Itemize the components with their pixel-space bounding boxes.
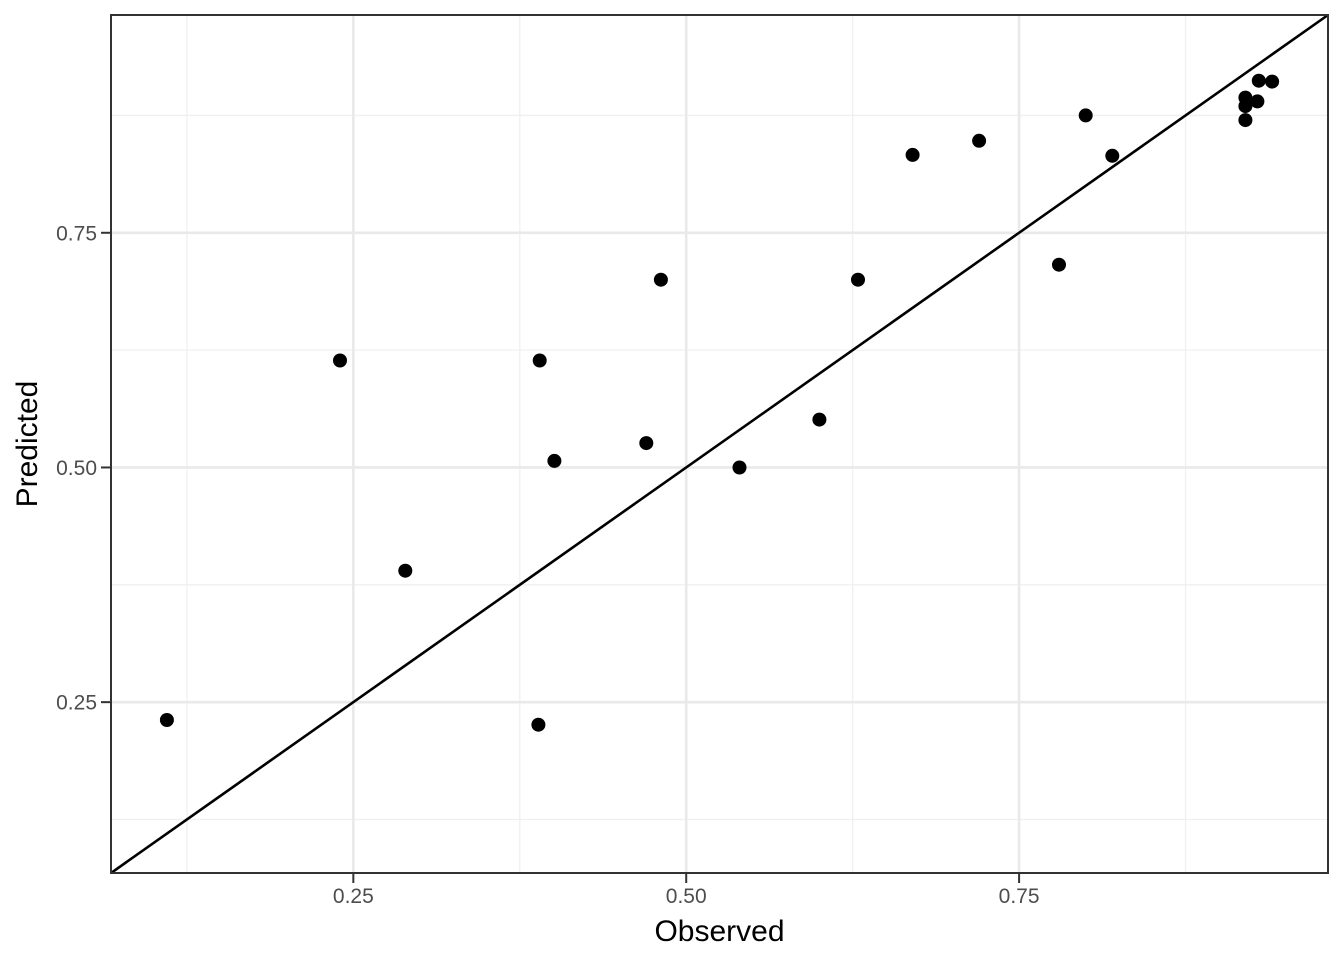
data-point [1238, 90, 1253, 105]
y-tick-label: 0.50 [56, 457, 97, 480]
data-point [851, 272, 865, 287]
data-point [905, 147, 920, 162]
y-axis-ticks [101, 231, 110, 704]
data-point [398, 563, 413, 578]
panel-border [110, 14, 1329, 874]
data-point [1251, 73, 1266, 88]
x-axis-tick-labels: 0.25 0.50 0.75 [333, 885, 1040, 908]
x-tick-label: 0.25 [333, 885, 374, 908]
data-point [1238, 113, 1253, 128]
data-point [1052, 257, 1066, 272]
y-tick-label: 0.75 [56, 222, 97, 245]
x-tick-label: 0.75 [999, 885, 1040, 908]
data-point [639, 436, 654, 451]
minor-gridlines [111, 15, 1328, 873]
data-point [532, 353, 547, 368]
data-point [732, 460, 747, 475]
x-axis-ticks [352, 874, 1021, 883]
x-tick-label: 0.50 [666, 885, 707, 908]
data-point [333, 353, 347, 368]
data-point [1250, 94, 1265, 109]
x-axis-title: Observed [654, 915, 784, 948]
identity-line [110, 13, 1329, 875]
y-axis-title: Predicted [11, 381, 44, 508]
major-gridlines [111, 15, 1328, 873]
y-tick-label: 0.25 [56, 692, 97, 715]
data-point [159, 713, 174, 727]
data-points [159, 73, 1280, 732]
data-point [972, 133, 987, 148]
data-point [1078, 108, 1093, 123]
y-axis-tick-labels: 0.25 0.50 0.75 [56, 222, 97, 714]
data-point [531, 717, 546, 732]
data-point [1265, 74, 1280, 89]
data-point [653, 272, 668, 287]
data-point [812, 412, 827, 427]
data-point [547, 453, 562, 468]
data-point [1105, 148, 1120, 163]
